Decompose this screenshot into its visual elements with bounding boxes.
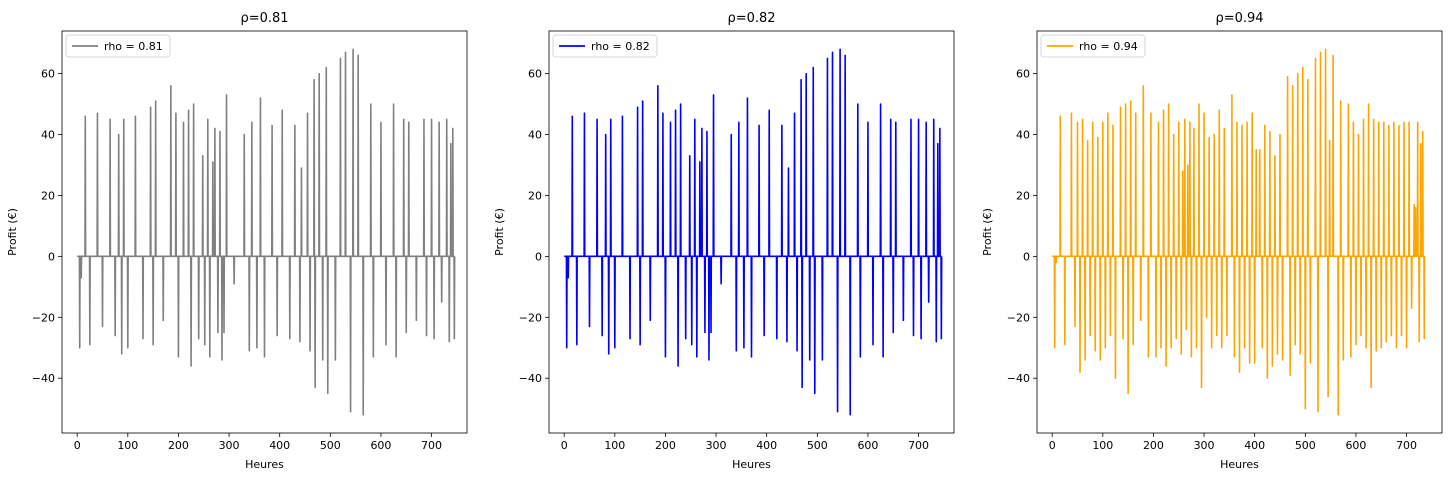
x-tick-label: 400 [756, 439, 777, 452]
x-axis-label: Heures [1220, 458, 1259, 471]
y-tick-label: −40 [1007, 372, 1030, 385]
chart-title: ρ=0.81 [240, 11, 288, 26]
y-tick-label: 40 [528, 129, 542, 142]
x-tick-label: 400 [1244, 439, 1265, 452]
series-line [77, 48, 456, 416]
x-tick-label: 0 [561, 439, 568, 452]
y-axis-label: Profit (€) [6, 208, 19, 256]
subplot-rho-094: ρ=0.94 Heures Profit (€) 0 100 200 300 400 50… [981, 11, 1443, 471]
y-axis-label: Profit (€) [493, 208, 506, 256]
legend-label: rho = 0.82 [591, 40, 650, 53]
y-tick-label: −40 [519, 372, 542, 385]
series-line [1052, 48, 1426, 416]
x-axis-label: Heures [732, 458, 771, 471]
y-tick-label: 0 [48, 250, 55, 263]
chart-title: ρ=0.82 [727, 11, 775, 26]
x-tick-label: 300 [1194, 439, 1215, 452]
x-tick-label: 700 [421, 439, 442, 452]
x-tick-label: 300 [706, 439, 727, 452]
x-tick-label: 100 [117, 439, 138, 452]
series-line [564, 48, 943, 416]
axes-frame [1036, 30, 1443, 434]
y-tick-label: 20 [41, 189, 55, 202]
y-tick-label: −20 [32, 311, 55, 324]
x-tick-label: 200 [168, 439, 189, 452]
legend-label: rho = 0.94 [1079, 40, 1138, 53]
legend-box [1040, 34, 1146, 58]
y-tick-label: 20 [1016, 189, 1030, 202]
y-axis-label: Profit (€) [981, 208, 994, 256]
x-tick-label: 600 [857, 439, 878, 452]
x-tick-label: 700 [908, 439, 929, 452]
y-tick-label: 40 [1016, 129, 1030, 142]
x-tick-label: 500 [320, 439, 341, 452]
y-tick-label: −20 [1007, 311, 1030, 324]
x-tick-label: 500 [807, 439, 828, 452]
x-tick-label: 0 [1049, 439, 1056, 452]
y-tick-label: 60 [528, 68, 542, 81]
legend-box [552, 34, 658, 58]
axes-frame [61, 30, 468, 434]
y-tick-label: 60 [1016, 68, 1030, 81]
x-tick-label: 0 [74, 439, 81, 452]
subplot-rho-082: ρ=0.82 Heures Profit (€) 0 100 200 300 400 50… [493, 11, 955, 471]
x-tick-label: 100 [604, 439, 625, 452]
y-tick-label: −20 [519, 311, 542, 324]
y-tick-label: −40 [32, 372, 55, 385]
y-tick-label: 40 [41, 129, 55, 142]
x-tick-label: 500 [1295, 439, 1316, 452]
x-tick-label: 600 [370, 439, 391, 452]
x-tick-label: 300 [219, 439, 240, 452]
x-tick-label: 200 [655, 439, 676, 452]
x-tick-label: 600 [1345, 439, 1366, 452]
subplot-rho-081: ρ=0.81 Heures Profit (€) 0 100 200 300 400 50… [6, 11, 468, 471]
y-tick-label: 20 [528, 189, 542, 202]
y-tick-label: 0 [535, 250, 542, 263]
x-axis-label: Heures [245, 458, 284, 471]
x-tick-label: 200 [1143, 439, 1164, 452]
y-tick-label: 60 [41, 68, 55, 81]
legend-box [65, 34, 171, 58]
chart-title: ρ=0.94 [1215, 11, 1263, 26]
x-tick-label: 400 [269, 439, 290, 452]
legend-label: rho = 0.81 [104, 40, 163, 53]
y-tick-label: 0 [1023, 250, 1030, 263]
x-tick-label: 700 [1396, 439, 1417, 452]
axes-frame [548, 30, 955, 434]
x-tick-label: 100 [1092, 439, 1113, 452]
